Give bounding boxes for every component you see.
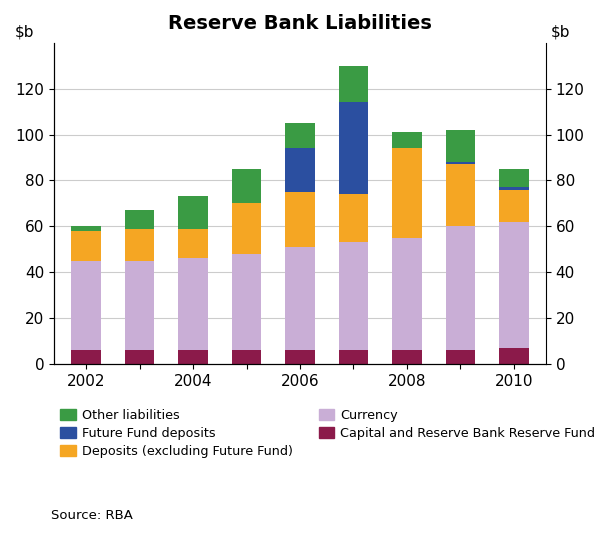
Bar — [339, 102, 368, 194]
Bar — [499, 221, 529, 348]
Bar — [71, 350, 101, 364]
Bar — [339, 66, 368, 102]
Bar — [125, 261, 154, 350]
Bar — [232, 169, 261, 203]
Bar — [499, 187, 529, 189]
Bar — [499, 169, 529, 187]
Bar — [285, 192, 315, 247]
Bar — [285, 247, 315, 350]
Text: $b: $b — [551, 25, 571, 40]
Bar — [392, 350, 422, 364]
Bar — [446, 226, 475, 350]
Bar — [499, 348, 529, 364]
Bar — [178, 258, 208, 350]
Bar — [125, 210, 154, 228]
Bar — [125, 228, 154, 261]
Bar — [71, 226, 101, 231]
Legend: Other liabilities, Future Fund deposits, Deposits (excluding Future Fund), Curre: Other liabilities, Future Fund deposits,… — [61, 409, 595, 458]
Bar — [446, 350, 475, 364]
Bar — [232, 203, 261, 254]
Bar — [178, 196, 208, 228]
Bar — [392, 132, 422, 148]
Bar — [446, 162, 475, 164]
Bar — [392, 148, 422, 238]
Bar — [339, 194, 368, 242]
Text: $b: $b — [14, 25, 34, 40]
Bar — [232, 254, 261, 350]
Text: Source: RBA: Source: RBA — [51, 509, 133, 522]
Bar — [499, 189, 529, 221]
Bar — [71, 231, 101, 261]
Bar — [125, 350, 154, 364]
Bar — [178, 228, 208, 258]
Bar — [446, 164, 475, 226]
Bar — [71, 261, 101, 350]
Bar — [392, 238, 422, 350]
Title: Reserve Bank Liabilities: Reserve Bank Liabilities — [168, 14, 432, 33]
Bar — [339, 350, 368, 364]
Bar — [285, 123, 315, 148]
Bar — [446, 130, 475, 162]
Bar — [285, 148, 315, 192]
Bar — [232, 350, 261, 364]
Bar — [285, 350, 315, 364]
Bar — [178, 350, 208, 364]
Bar — [339, 242, 368, 350]
